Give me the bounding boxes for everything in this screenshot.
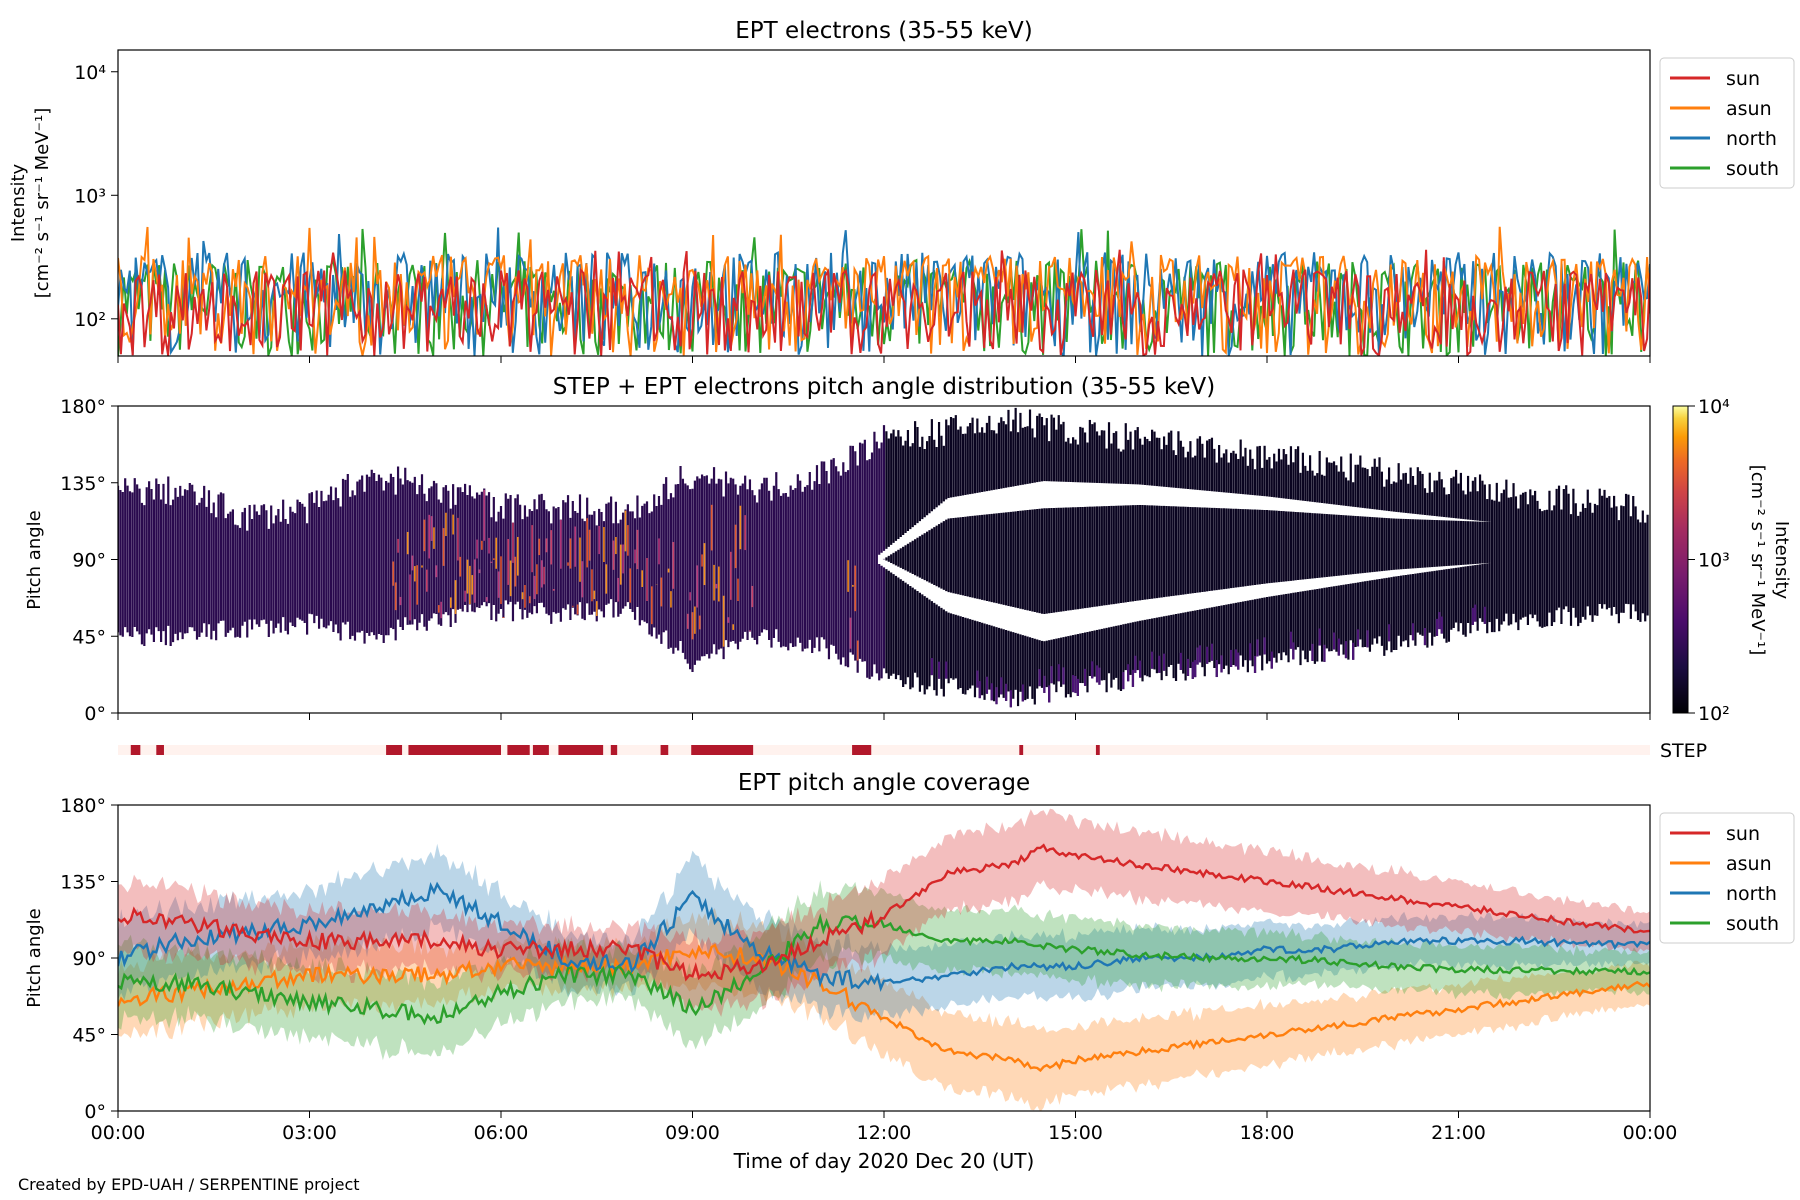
x-tick-label: 09:00 xyxy=(665,1122,720,1144)
series-line-sun xyxy=(118,249,1650,356)
step-interval-bar xyxy=(558,745,604,755)
x-tick-label: 12:00 xyxy=(857,1122,912,1144)
coverage-line-south xyxy=(118,913,1650,1026)
step-interval-bar xyxy=(386,745,403,755)
coverage-band-sun xyxy=(118,808,1650,1017)
colorbar xyxy=(1672,405,1689,714)
y-tick-label: 180° xyxy=(60,795,106,817)
y-tick-label: 90° xyxy=(72,948,106,970)
coverage-line-sun xyxy=(118,843,1650,982)
x-tick-label: 00:00 xyxy=(91,1122,146,1144)
coverage-line-north xyxy=(118,881,1650,993)
coverage-line-asun xyxy=(118,943,1650,1073)
y-tick-label: 180° xyxy=(60,396,106,418)
panel4-ylabel: Pitch angle xyxy=(24,908,45,1007)
y-tick-label: 135° xyxy=(60,872,106,894)
intensity-panel: EPT electrons (35-55 keV) 10² 10³ 10⁴ Inte… xyxy=(8,18,1795,363)
x-tick-label: 18:00 xyxy=(1240,1122,1295,1144)
x-tick-label: 15:00 xyxy=(1048,1122,1103,1144)
panel1-title: EPT electrons (35-55 keV) xyxy=(735,18,1032,44)
panel1-ylabel-line1: Intensity xyxy=(8,163,29,242)
step-interval-bar xyxy=(852,745,872,755)
colorbar-label-line1: Intensity xyxy=(1771,521,1792,600)
step-interval-bar xyxy=(610,745,618,755)
step-interval-bar xyxy=(691,745,754,755)
step-interval-bar xyxy=(130,745,141,755)
y-tick-label: 10³ xyxy=(74,185,106,207)
y-tick-label: 90° xyxy=(72,550,106,572)
legend-label-sun: sun xyxy=(1726,68,1760,90)
coverage-band-south xyxy=(118,880,1650,1061)
step-interval-bar xyxy=(660,745,669,755)
legend-label-asun: asun xyxy=(1726,853,1772,875)
panel2-title: STEP + EPT electrons pitch angle distrib… xyxy=(553,374,1215,400)
x-tick-label: 03:00 xyxy=(282,1122,337,1144)
legend-label-north: north xyxy=(1726,883,1777,905)
step-interval-bar xyxy=(1019,745,1024,755)
y-tick-label: 10⁴ xyxy=(74,62,106,84)
legend-box xyxy=(1659,812,1795,944)
x-axis-label: Time of day 2020 Dec 20 (UT) xyxy=(733,1149,1035,1173)
step-interval-bar xyxy=(532,745,549,755)
panel1-ylabel-line2: [cm⁻² s⁻¹ sr⁻¹ MeV⁻¹] xyxy=(32,108,53,299)
pitch-angle-coverage-panel: EPT pitch angle coverage 0° 45° 90° 135° 180… xyxy=(24,770,1795,1173)
legend-label-north: north xyxy=(1726,128,1777,150)
colorbar-tick-label: 10⁴ xyxy=(1698,396,1730,418)
credit-text: Created by EPD-UAH / SERPENTINE project xyxy=(18,1175,360,1194)
pitch-angle-distribution-panel: STEP + EPT electrons pitch angle distrib… xyxy=(24,374,1792,725)
y-tick-label: 45° xyxy=(72,626,106,648)
step-interval-bar xyxy=(1095,745,1100,755)
legend-label-sun: sun xyxy=(1726,823,1760,845)
step-interval-bar xyxy=(507,745,530,755)
coverage-band-asun xyxy=(118,908,1650,1111)
x-tick-label: 06:00 xyxy=(474,1122,529,1144)
y-tick-label: 0° xyxy=(84,703,106,725)
y-tick-label: 135° xyxy=(60,473,106,495)
panel2-ylabel: Pitch angle xyxy=(24,510,45,609)
legend-label-south: south xyxy=(1726,913,1779,935)
colorbar-label-line2: [cm⁻² s⁻¹ sr⁻¹ MeV⁻¹] xyxy=(1747,465,1768,656)
y-tick-label: 10² xyxy=(74,309,106,331)
panel4-legend: sun asun north south xyxy=(1659,812,1795,944)
legend-label-asun: asun xyxy=(1726,98,1772,120)
y-tick-label: 45° xyxy=(72,1025,106,1047)
y-tick-label: 0° xyxy=(84,1101,106,1123)
step-interval-bar xyxy=(156,745,164,755)
step-interval-bar xyxy=(408,745,501,755)
colorbar-tick-label: 10³ xyxy=(1698,550,1730,572)
colorbar-tick-label: 10² xyxy=(1698,703,1730,725)
step-coverage-strip: STEP xyxy=(118,740,1707,762)
x-tick-label: 21:00 xyxy=(1431,1122,1486,1144)
panel1-legend: sun asun north south xyxy=(1659,57,1795,189)
x-tick-label: 00:00 xyxy=(1623,1122,1678,1144)
legend-label-south: south xyxy=(1726,158,1779,180)
step-strip-background xyxy=(118,745,1650,755)
panel4-title: EPT pitch angle coverage xyxy=(738,770,1030,796)
step-label: STEP xyxy=(1660,740,1707,762)
legend-box xyxy=(1659,57,1795,189)
